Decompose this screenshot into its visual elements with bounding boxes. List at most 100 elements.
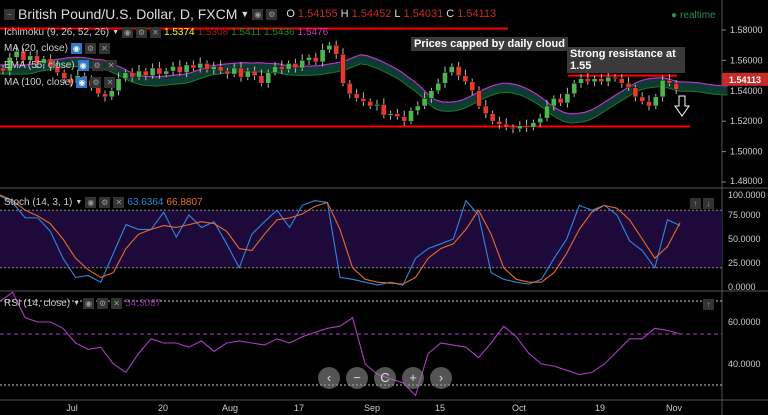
stoch-d-line — [0, 194, 681, 285]
ichimoku-value: 1.5411 — [231, 27, 262, 38]
candle-body — [217, 66, 224, 72]
reset-button[interactable]: C — [374, 367, 396, 389]
legend-rsi[interactable]: RSI (14, close) ▼ ◉ ⚙ ✕ 54.3087 — [4, 298, 161, 309]
candle-body — [143, 70, 149, 76]
move-down-icon[interactable]: ↓ — [703, 198, 714, 209]
low-value: 1.54031 — [403, 8, 444, 20]
candle-body — [639, 96, 645, 102]
candle-body — [591, 78, 598, 82]
close-icon[interactable]: ✕ — [104, 77, 116, 88]
gear-icon[interactable]: ⚙ — [136, 27, 147, 38]
ema55-label: EMA (55, close) — [4, 60, 75, 71]
candle-body — [34, 55, 40, 64]
candle-body — [115, 78, 122, 91]
legend-ema55[interactable]: EMA (55, close) ◉ ⚙ ✕ — [4, 60, 117, 71]
gear-icon[interactable]: ⚙ — [97, 298, 109, 309]
last-price-label: 1.54113 — [729, 75, 761, 85]
zoom-in-button[interactable]: + — [402, 367, 424, 389]
close-icon[interactable]: ✕ — [113, 197, 125, 208]
high-value: 1.54452 — [351, 8, 392, 20]
x-tick-label: 15 — [435, 403, 445, 413]
ichimoku-value: 1.5436 — [264, 27, 295, 38]
candle-body — [122, 72, 129, 79]
eye-icon[interactable]: ◉ — [85, 197, 97, 208]
candle-body — [428, 90, 435, 99]
candle-body — [462, 75, 469, 82]
ichimoku-value: 1.5374 — [164, 27, 195, 38]
chevron-down-icon[interactable]: ▼ — [73, 300, 81, 307]
eye-icon[interactable]: ◉ — [252, 8, 264, 20]
candle-body — [598, 78, 605, 82]
candle-body — [455, 66, 462, 76]
candle-body — [47, 58, 54, 67]
eye-icon[interactable]: ◉ — [122, 27, 133, 38]
candle-body — [421, 98, 428, 107]
annotation-cloud[interactable]: Prices capped by daily cloud — [411, 37, 568, 51]
eye-icon[interactable]: ◉ — [83, 298, 95, 309]
legend-stoch[interactable]: Stoch (14, 3, 1) ▼ ◉ ⚙ ✕ 63.6364 66.8807 — [4, 197, 203, 208]
down-arrow-icon — [674, 95, 690, 117]
chart-header: − British Pound/U.S. Dollar, D, FXCM ▼ ◉ ⚙… — [4, 6, 496, 22]
legend-ma20[interactable]: MA (20, close) ◉ ⚙ ✕ — [4, 43, 110, 54]
candle-body — [666, 79, 673, 84]
status-dot-icon: ● — [671, 10, 678, 21]
gear-icon[interactable]: ⚙ — [99, 197, 111, 208]
candle-body — [170, 66, 176, 72]
stoch-y-tick-label: 25.0000 — [728, 258, 761, 268]
legend-ma100[interactable]: MA (100, close) ◉ ⚙ ✕ — [4, 77, 116, 88]
close-icon[interactable]: ✕ — [105, 60, 117, 71]
candle-body — [557, 98, 564, 104]
legend-ichimoku[interactable]: Ichimoku (9, 26, 52, 26) ▼ ◉ ⚙ ✕ 1.5374 1.530… — [4, 27, 328, 38]
chevron-down-icon[interactable]: ▼ — [112, 29, 119, 36]
candle-body — [163, 70, 169, 75]
symbol-title[interactable]: British Pound/U.S. Dollar, D, FXCM — [18, 6, 238, 22]
stoch-y-tick-label: 50.0000 — [728, 234, 761, 244]
y-tick-label: 1.48000 — [730, 176, 763, 186]
candle-body — [109, 90, 115, 98]
collapse-icon[interactable]: − — [4, 8, 15, 20]
candle-body — [13, 51, 20, 58]
candle-body — [401, 116, 407, 122]
ichimoku-label: Ichimoku (9, 26, 52, 26) — [4, 27, 110, 38]
high-label: H — [340, 8, 349, 20]
candle-body — [177, 66, 183, 73]
candle-body — [483, 105, 489, 114]
candle-body — [503, 124, 509, 128]
close-icon[interactable]: ✕ — [98, 43, 110, 54]
close-icon[interactable]: ✕ — [150, 27, 161, 38]
eye-icon[interactable]: ◉ — [77, 60, 89, 71]
y-tick-label: 1.52000 — [730, 116, 763, 126]
candle-body — [340, 54, 346, 84]
eye-icon[interactable]: ◉ — [70, 43, 82, 54]
gear-icon[interactable]: ⚙ — [84, 43, 96, 54]
candle-body — [258, 75, 265, 84]
scroll-right-button[interactable]: › — [430, 367, 452, 389]
eye-icon[interactable]: ◉ — [76, 77, 88, 88]
candle-body — [653, 96, 659, 107]
realtime-status: ● realtime — [671, 10, 716, 21]
candle-body — [551, 98, 557, 107]
chevron-down-icon[interactable]: ▼ — [240, 9, 250, 19]
candle-body — [367, 101, 373, 107]
gear-icon[interactable]: ⚙ — [266, 8, 278, 20]
move-up-icon[interactable]: ↑ — [703, 299, 714, 310]
candle-body — [381, 104, 387, 116]
move-up-icon[interactable]: ↑ — [690, 198, 701, 209]
annotation-resistance[interactable]: Strong resistance at 1.55 — [567, 47, 685, 73]
candle-body — [612, 76, 618, 79]
candle-body — [394, 113, 401, 117]
scroll-left-button[interactable]: ‹ — [318, 367, 340, 389]
gear-icon[interactable]: ⚙ — [90, 77, 102, 88]
zoom-out-button[interactable]: − — [346, 367, 368, 389]
gear-icon[interactable]: ⚙ — [91, 60, 103, 71]
stoch-d-value: 66.8807 — [166, 197, 203, 208]
candle-body — [313, 57, 319, 63]
ichimoku-value: 1.5308 — [197, 27, 229, 38]
chevron-down-icon[interactable]: ▼ — [75, 199, 83, 206]
candle-body — [54, 66, 61, 73]
close-icon[interactable]: ✕ — [111, 298, 123, 309]
candle-body — [279, 66, 285, 70]
candle-body — [605, 76, 611, 82]
candle-body — [496, 120, 503, 125]
